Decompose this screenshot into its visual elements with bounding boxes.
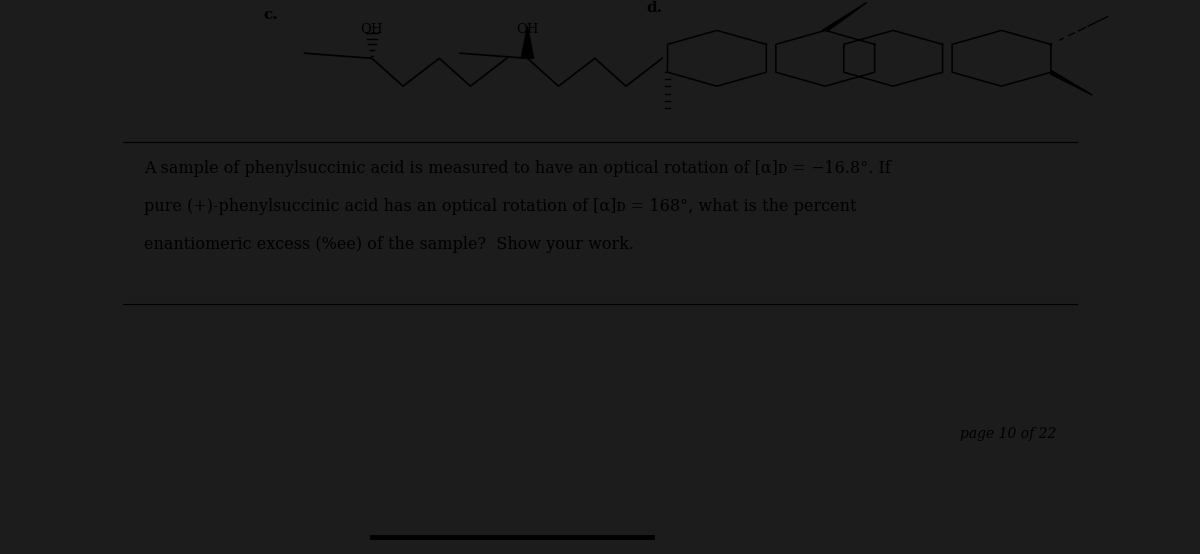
Text: pure (+)-phenylsuccinic acid has an optical rotation of [α]ᴅ = 168°, what is the: pure (+)-phenylsuccinic acid has an opti… bbox=[144, 198, 857, 215]
Text: page 10 of 22: page 10 of 22 bbox=[960, 427, 1056, 441]
Text: c.: c. bbox=[263, 8, 277, 22]
Text: OH: OH bbox=[361, 23, 383, 36]
Polygon shape bbox=[521, 27, 534, 58]
Text: d.: d. bbox=[647, 1, 662, 15]
Polygon shape bbox=[1051, 70, 1092, 95]
Text: OH: OH bbox=[516, 23, 539, 36]
Polygon shape bbox=[822, 3, 866, 30]
Text: A sample of phenylsuccinic acid is measured to have an optical rotation of [α]ᴅ : A sample of phenylsuccinic acid is measu… bbox=[144, 160, 890, 177]
Text: enantiomeric excess (%ee) of the sample?  Show your work.: enantiomeric excess (%ee) of the sample?… bbox=[144, 235, 634, 253]
